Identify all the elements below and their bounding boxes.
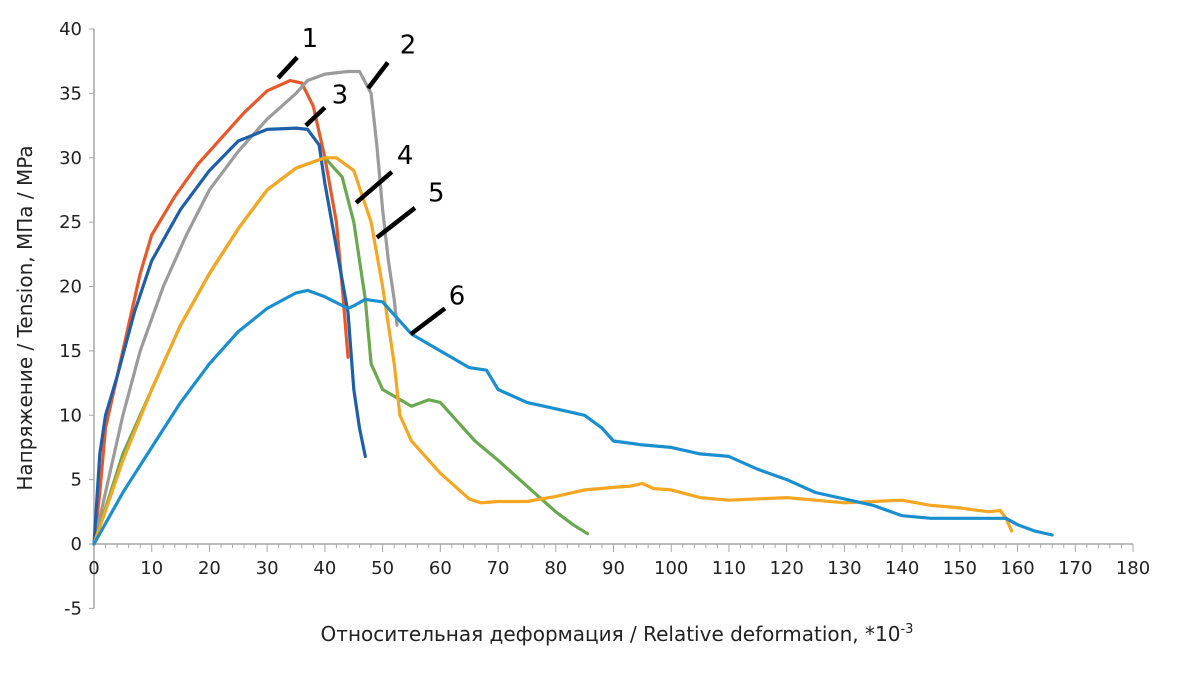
- annotation-leader-line-1: [276, 55, 299, 80]
- y-tick-label: 30: [59, 148, 82, 169]
- annotation-label-1: 1: [302, 24, 319, 54]
- x-tick-label: 80: [544, 558, 567, 579]
- x-tick-label: 180: [1116, 558, 1150, 579]
- x-tick-label: 60: [429, 558, 452, 579]
- x-tick-label: 0: [88, 558, 99, 579]
- series-line-2: [92, 69, 399, 546]
- annotation-label-3: 3: [332, 81, 349, 111]
- y-tick-label: 5: [71, 470, 82, 491]
- x-tick-label: 40: [313, 558, 336, 579]
- annotation-label-4: 4: [397, 141, 414, 171]
- x-tick-label: 110: [712, 558, 746, 579]
- x-axis-label-text: Относительная деформация / Relative defo…: [321, 622, 901, 646]
- series-line-6: [92, 288, 1054, 546]
- annotation-leader-line-6: [409, 306, 447, 336]
- x-tick-label: 30: [256, 558, 279, 579]
- annotations: 1 2 3 45 6: [276, 24, 466, 336]
- annotation-label-6: 6: [449, 282, 466, 312]
- y-tick-label: 20: [59, 277, 82, 298]
- x-tick-label: 100: [654, 558, 688, 579]
- x-tick-label: 70: [487, 558, 510, 579]
- y-tick-label: 35: [59, 83, 82, 104]
- x-axis-label-exponent: -3: [900, 622, 913, 637]
- x-tick-label: 120: [769, 558, 803, 579]
- y-tick-label: 15: [59, 341, 82, 362]
- x-tick-label: 150: [943, 558, 977, 579]
- x-tick-label: 130: [827, 558, 861, 579]
- x-tick-label: 140: [885, 558, 919, 579]
- y-axis-label: Напряжение / Tension, МПа / MPa: [13, 145, 37, 490]
- x-tick-label: 10: [140, 558, 163, 579]
- y-tick-label: 0: [71, 534, 82, 555]
- annotation-leader-line-5: [375, 206, 417, 240]
- y-tick-label: -5: [64, 598, 82, 619]
- annotation-label-5: 5: [428, 179, 445, 209]
- y-tick-label: 40: [59, 19, 82, 40]
- y-tick-label: 25: [59, 212, 82, 233]
- annotation-leader-line-3: [304, 105, 327, 128]
- series-line-3: [92, 126, 367, 546]
- x-tick-label: 50: [371, 558, 394, 579]
- annotation-label-2: 2: [400, 30, 417, 60]
- x-axis-label: Относительная деформация / Relative defo…: [321, 622, 914, 646]
- series-line-5: [92, 156, 1014, 546]
- series-line-1: [92, 78, 350, 546]
- annotation-leader-line-2: [366, 61, 390, 90]
- y-tick-label: 10: [59, 405, 82, 426]
- annotation-leader-line-4: [354, 170, 394, 205]
- series-group: [92, 69, 1054, 546]
- x-tick-label: 170: [1058, 558, 1092, 579]
- x-tick-label: 160: [1000, 558, 1034, 579]
- x-tick-label: 90: [602, 558, 625, 579]
- x-tick-label: 20: [198, 558, 221, 579]
